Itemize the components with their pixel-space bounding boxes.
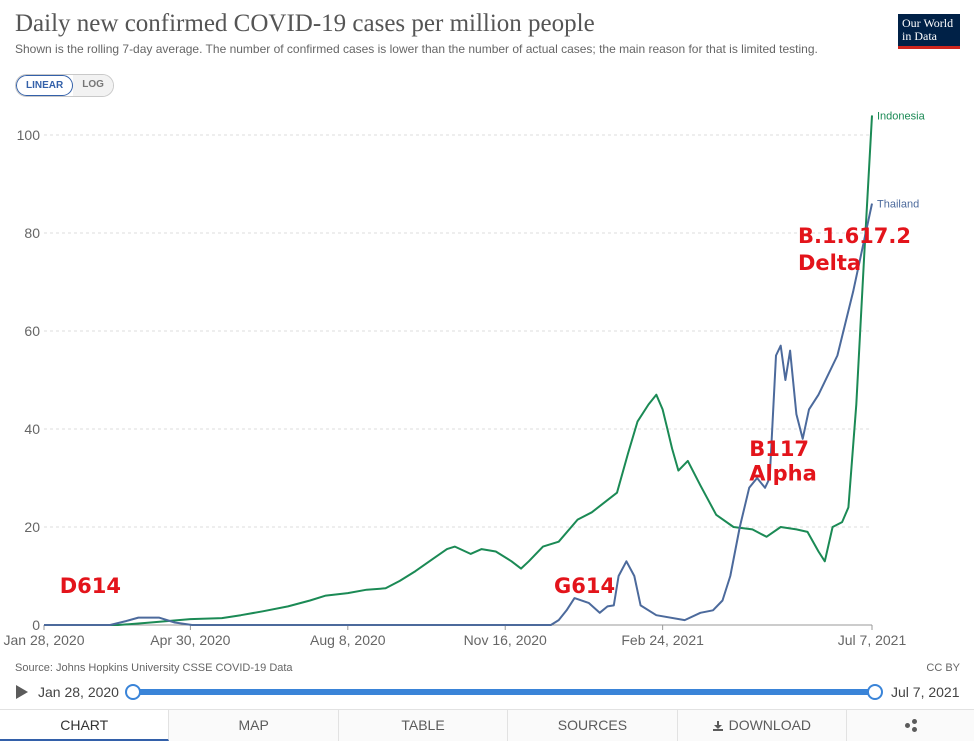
share-icon xyxy=(904,719,917,732)
annotation-label: B117 xyxy=(749,437,809,461)
x-tick-label: Feb 24, 2021 xyxy=(621,632,704,648)
timeline-end-handle[interactable] xyxy=(867,684,883,700)
y-tick-label: 80 xyxy=(24,225,40,241)
tab-map[interactable]: MAP xyxy=(169,710,339,741)
annotation-label: Delta xyxy=(798,251,861,275)
download-icon xyxy=(712,721,723,731)
chart-title: Daily new confirmed COVID-19 cases per m… xyxy=(15,10,595,37)
linear-scale-button[interactable]: LINEAR xyxy=(16,75,74,96)
y-tick-label: 20 xyxy=(24,519,40,535)
tab-sources[interactable]: SOURCES xyxy=(508,710,678,741)
logo-line-2: in Data xyxy=(902,29,937,43)
source-note[interactable]: Source: Johns Hopkins University CSSE CO… xyxy=(15,662,293,674)
tab-chart[interactable]: CHART xyxy=(0,710,170,741)
annotation-label: Alpha xyxy=(749,461,817,485)
y-tick-label: 100 xyxy=(17,127,41,143)
x-axis-ticks: Jan 28, 2020 Apr 30, 2020 Aug 8, 2020 Nov 1… xyxy=(4,625,907,648)
timeline-track[interactable] xyxy=(132,689,874,695)
chart-subtitle: Shown is the rolling 7-day average. The … xyxy=(15,42,818,56)
y-gridlines xyxy=(44,134,872,528)
annotation-label: D614 xyxy=(60,574,121,598)
series-labels: Indonesia Thailand xyxy=(877,110,926,210)
annotation-label: B.1.617.2 xyxy=(798,224,911,248)
logo-line-1: Our World xyxy=(902,16,954,30)
tab-bar: CHART MAP TABLE SOURCES DOWNLOAD xyxy=(0,709,974,741)
series-label-thailand[interactable]: Thailand xyxy=(877,199,919,211)
log-scale-button[interactable]: LOG xyxy=(73,75,113,96)
scale-toggle: LINEAR LOG xyxy=(15,74,114,97)
owid-logo[interactable]: Our World in Data xyxy=(898,14,960,49)
logo-accent-bar xyxy=(898,46,960,49)
timeline-end-label: Jul 7, 2021 xyxy=(891,684,960,700)
y-tick-label: 60 xyxy=(24,323,40,339)
license-link[interactable]: CC BY xyxy=(926,662,960,674)
tab-table[interactable]: TABLE xyxy=(339,710,509,741)
share-button[interactable] xyxy=(847,710,974,741)
timeline: Jan 28, 2020 Jul 7, 2021 xyxy=(0,680,974,704)
y-tick-label: 0 xyxy=(32,617,40,633)
series-label-indonesia[interactable]: Indonesia xyxy=(877,110,926,122)
tab-download[interactable]: DOWNLOAD xyxy=(678,710,848,741)
series-line-thailand[interactable] xyxy=(44,203,873,626)
series-line-indonesia[interactable] xyxy=(44,115,873,626)
x-tick-label: Nov 16, 2020 xyxy=(464,632,547,648)
series-lines xyxy=(44,115,873,626)
x-tick-label: Aug 8, 2020 xyxy=(310,632,386,648)
x-tick-label: Jul 7, 2021 xyxy=(838,632,907,648)
x-tick-label: Apr 30, 2020 xyxy=(150,632,230,648)
y-axis-ticks: 0 20 40 60 80 100 xyxy=(17,127,41,633)
play-icon[interactable] xyxy=(16,685,28,699)
tab-download-label: DOWNLOAD xyxy=(728,717,812,733)
y-tick-label: 40 xyxy=(24,421,40,437)
x-tick-label: Jan 28, 2020 xyxy=(4,632,85,648)
timeline-start-label: Jan 28, 2020 xyxy=(38,684,119,700)
timeline-start-handle[interactable] xyxy=(125,684,141,700)
annotation-label: G614 xyxy=(554,574,615,598)
line-chart: 0 20 40 60 80 100 Jan 28, 2020 Apr 30, 2020 Aug… xyxy=(4,110,926,648)
